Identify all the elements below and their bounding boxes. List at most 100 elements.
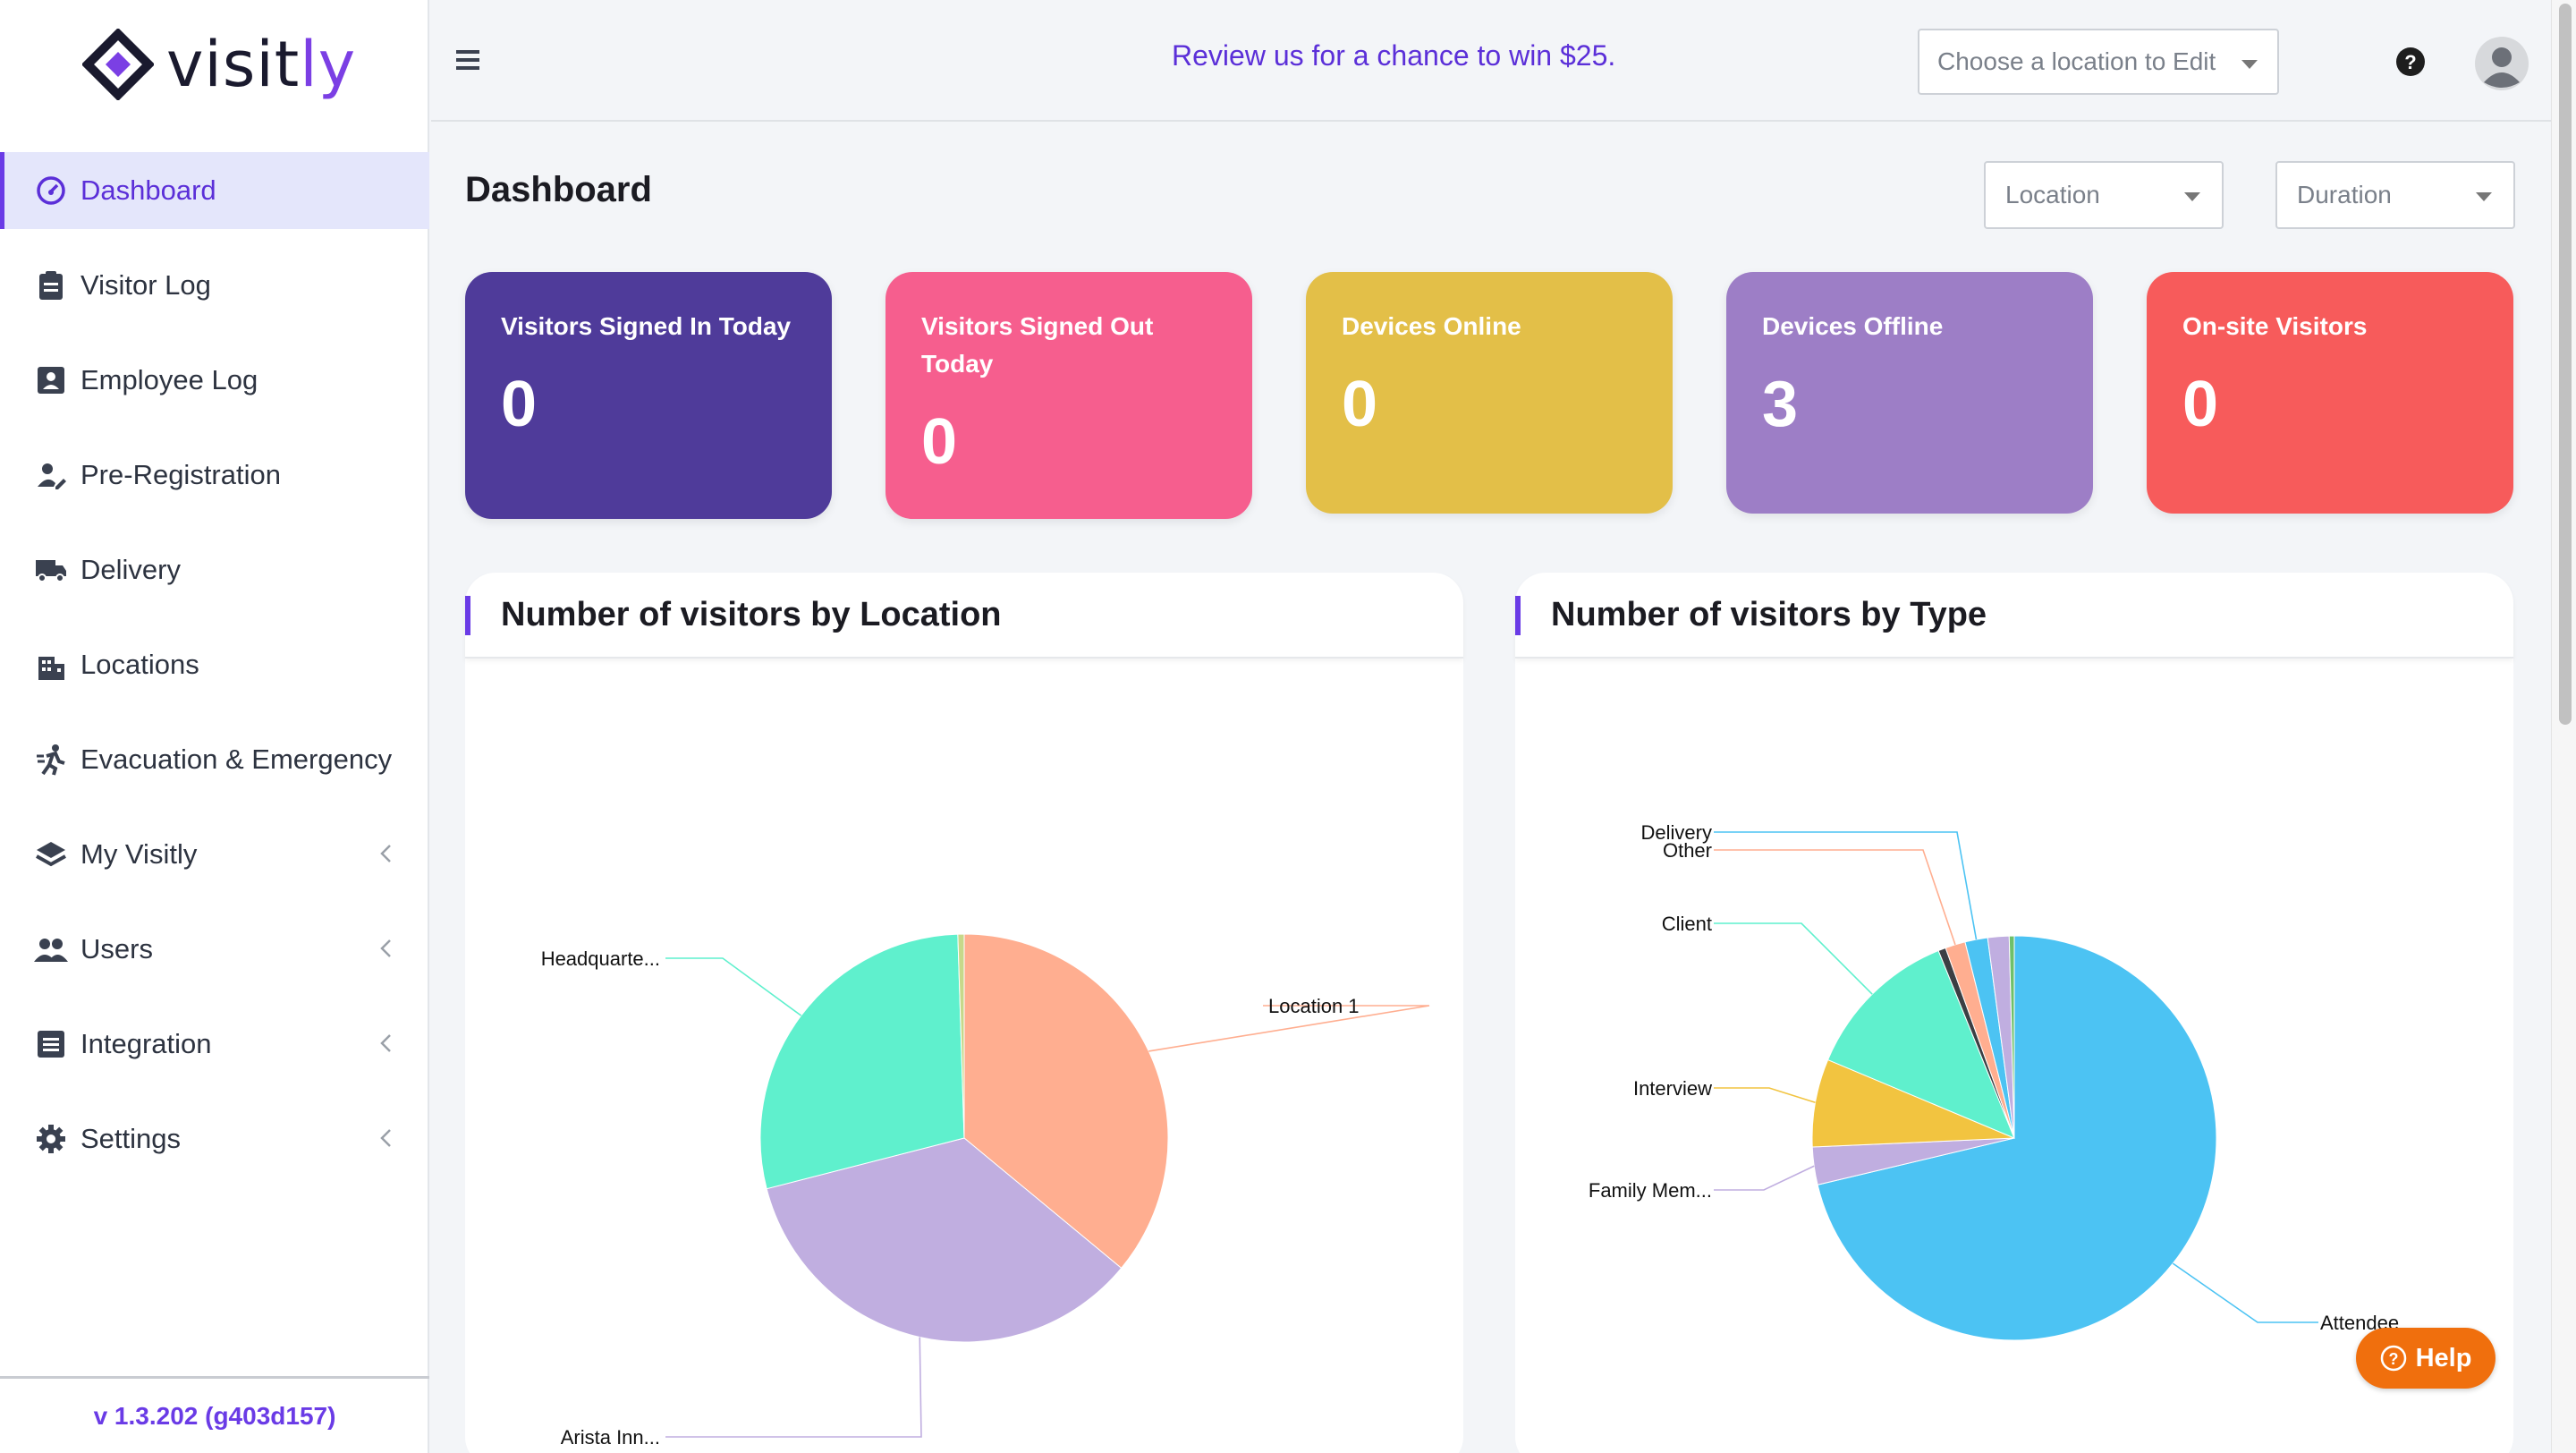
help-circle-icon: ? [2380, 1345, 2406, 1372]
stat-card-devices-online[interactable]: Devices Online 0 [1306, 272, 1673, 514]
chevron-left-icon[interactable] [374, 1126, 399, 1151]
pie-leader-line [1714, 831, 1978, 940]
stat-card-value: 0 [501, 369, 538, 440]
pie-leader-line [1714, 922, 1873, 995]
stat-card-devices-offline[interactable]: Devices Offline 3 [1726, 272, 2093, 514]
top-bar: Review us for a chance to win $25. Choos… [431, 0, 2551, 122]
pie-leader-line [1714, 849, 1956, 946]
building-icon [34, 648, 68, 682]
page-scrollbar[interactable] [2551, 0, 2576, 1453]
sidebar-item-label: Integration [80, 1028, 212, 1059]
integration-icon [34, 1027, 68, 1061]
location-filter-select[interactable]: Location [1984, 161, 2224, 229]
pie-slice[interactable] [2008, 935, 2015, 1139]
sidebar-item-label: Visitor Log [80, 269, 211, 301]
gear-icon [34, 1122, 68, 1156]
svg-text:?: ? [2404, 51, 2416, 73]
sidebar-item-employee-log[interactable]: Employee Log [0, 342, 429, 419]
stat-card-label: Devices Online [1342, 312, 1521, 340]
scrollbar-thumb[interactable] [2559, 4, 2572, 725]
version-label: v 1.3.202 (g403d157) [0, 1376, 429, 1453]
user-avatar[interactable] [2474, 36, 2529, 91]
sidebar-item-label: My Visitly [80, 838, 198, 870]
sidebar-item-users[interactable]: Users [0, 911, 429, 988]
logo-mark-icon [82, 29, 154, 100]
svg-text:?: ? [2388, 1350, 2398, 1368]
stat-card-value: 0 [2182, 369, 2219, 440]
sidebar-item-label: Delivery [80, 554, 181, 585]
pie-slice-label: Headquarte... [541, 947, 660, 970]
sidebar-item-integration[interactable]: Integration [0, 1006, 429, 1083]
visitors-by-type-panel: Number of visitors by Type Attendee Famil… [1515, 573, 2513, 1453]
sidebar-item-label: Evacuation & Emergency [80, 743, 393, 775]
pie-slice-label: Location 1 [1268, 995, 1360, 1017]
pie-leader-line [2172, 1262, 2318, 1323]
sidebar-item-evacuation[interactable]: Evacuation & Emergency [0, 721, 429, 798]
pie-leader-line [665, 957, 802, 1016]
layers-icon [34, 837, 68, 871]
chevron-left-icon[interactable] [374, 936, 399, 961]
stat-card-value: 3 [1762, 369, 1799, 440]
sidebar-item-pre-registration[interactable]: Pre-Registration [0, 437, 429, 514]
brand-logo[interactable]: visitly [82, 27, 356, 102]
sidebar-item-label: Employee Log [80, 364, 258, 395]
sidebar-item-label: Locations [80, 649, 199, 680]
sidebar-item-visitor-log[interactable]: Visitor Log [0, 247, 429, 324]
users-icon [34, 932, 68, 966]
pie-slice-label: Delivery [1641, 821, 1712, 844]
sidebar-item-label: Settings [80, 1123, 182, 1154]
location-filter-label: Location [2005, 181, 2100, 208]
chevron-down-icon [2184, 192, 2200, 201]
sidebar-item-my-visitly[interactable]: My Visitly [0, 816, 429, 893]
panel-title: Number of visitors by Type [1515, 573, 2513, 659]
pie-slice-label: Other [1663, 839, 1712, 862]
chevron-down-icon [2476, 192, 2492, 201]
pie-leader-line [1148, 1005, 1430, 1052]
chevron-down-icon [2241, 60, 2258, 69]
clipboard-icon [34, 268, 68, 302]
pie-slice-label: Family Mem... [1589, 1179, 1712, 1202]
pie-slice-label: Client [1662, 913, 1712, 935]
sidebar-item-delivery[interactable]: Delivery [0, 531, 429, 608]
page-title: Dashboard [465, 170, 652, 209]
stat-card-onsite[interactable]: On-site Visitors 0 [2147, 272, 2513, 514]
stat-card-label: On-site Visitors [2182, 312, 2368, 340]
sidebar-item-locations[interactable]: Locations [0, 626, 429, 703]
sidebar-item-dashboard[interactable]: Dashboard [0, 152, 429, 229]
dashboard-gauge-icon [34, 174, 68, 208]
sidebar-item-settings[interactable]: Settings [0, 1100, 429, 1177]
visitors-by-location-chart: Location 1 Arista Inn... Headquarte... [541, 933, 1430, 1449]
pie-slice[interactable] [759, 933, 965, 1190]
pie-slice[interactable] [957, 933, 965, 1139]
pie-leader-line [1714, 1165, 1815, 1191]
sidebar-item-label: Dashboard [80, 174, 216, 206]
stat-card-signed-in[interactable]: Visitors Signed In Today 0 [465, 272, 832, 519]
truck-icon [34, 553, 68, 587]
pie-leader-line [1714, 1087, 1816, 1104]
duration-filter-select[interactable]: Duration [2275, 161, 2515, 229]
edit-location-select[interactable]: Choose a location to Edit [1918, 29, 2279, 95]
help-question-icon[interactable]: ? [2395, 47, 2426, 77]
pie-slice[interactable] [1826, 949, 2015, 1139]
stat-card-label: Visitors Signed In Today [501, 312, 792, 340]
edit-location-placeholder: Choose a location to Edit [1937, 47, 2216, 75]
help-button[interactable]: ? Help [2356, 1328, 2496, 1389]
stat-card-value: 0 [921, 406, 958, 478]
pie-slice[interactable] [963, 933, 1169, 1270]
person-edit-icon [34, 458, 68, 492]
menu-toggle-icon[interactable] [454, 47, 483, 73]
id-badge-icon [34, 363, 68, 397]
visitors-by-location-panel: Number of visitors by Location Location … [465, 573, 1463, 1453]
chevron-left-icon[interactable] [374, 1031, 399, 1056]
review-promo-link[interactable]: Review us for a chance to win $25. [1172, 39, 1616, 72]
pie-slice[interactable] [1817, 935, 2217, 1341]
stat-card-value: 0 [1342, 369, 1378, 440]
stat-card-label: Devices Offline [1762, 312, 1944, 340]
sidebar-item-label: Pre-Registration [80, 459, 281, 490]
chevron-left-icon[interactable] [374, 841, 399, 866]
pie-slice-label: Arista Inn... [561, 1426, 660, 1449]
pie-leader-line [665, 1337, 922, 1438]
stat-card-signed-out[interactable]: Visitors Signed Out Today 0 [886, 272, 1252, 519]
duration-filter-label: Duration [2297, 181, 2392, 208]
